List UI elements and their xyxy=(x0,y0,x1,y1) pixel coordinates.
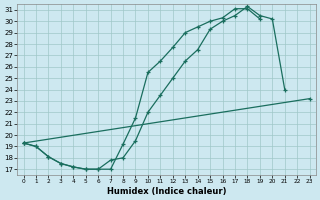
X-axis label: Humidex (Indice chaleur): Humidex (Indice chaleur) xyxy=(107,187,226,196)
